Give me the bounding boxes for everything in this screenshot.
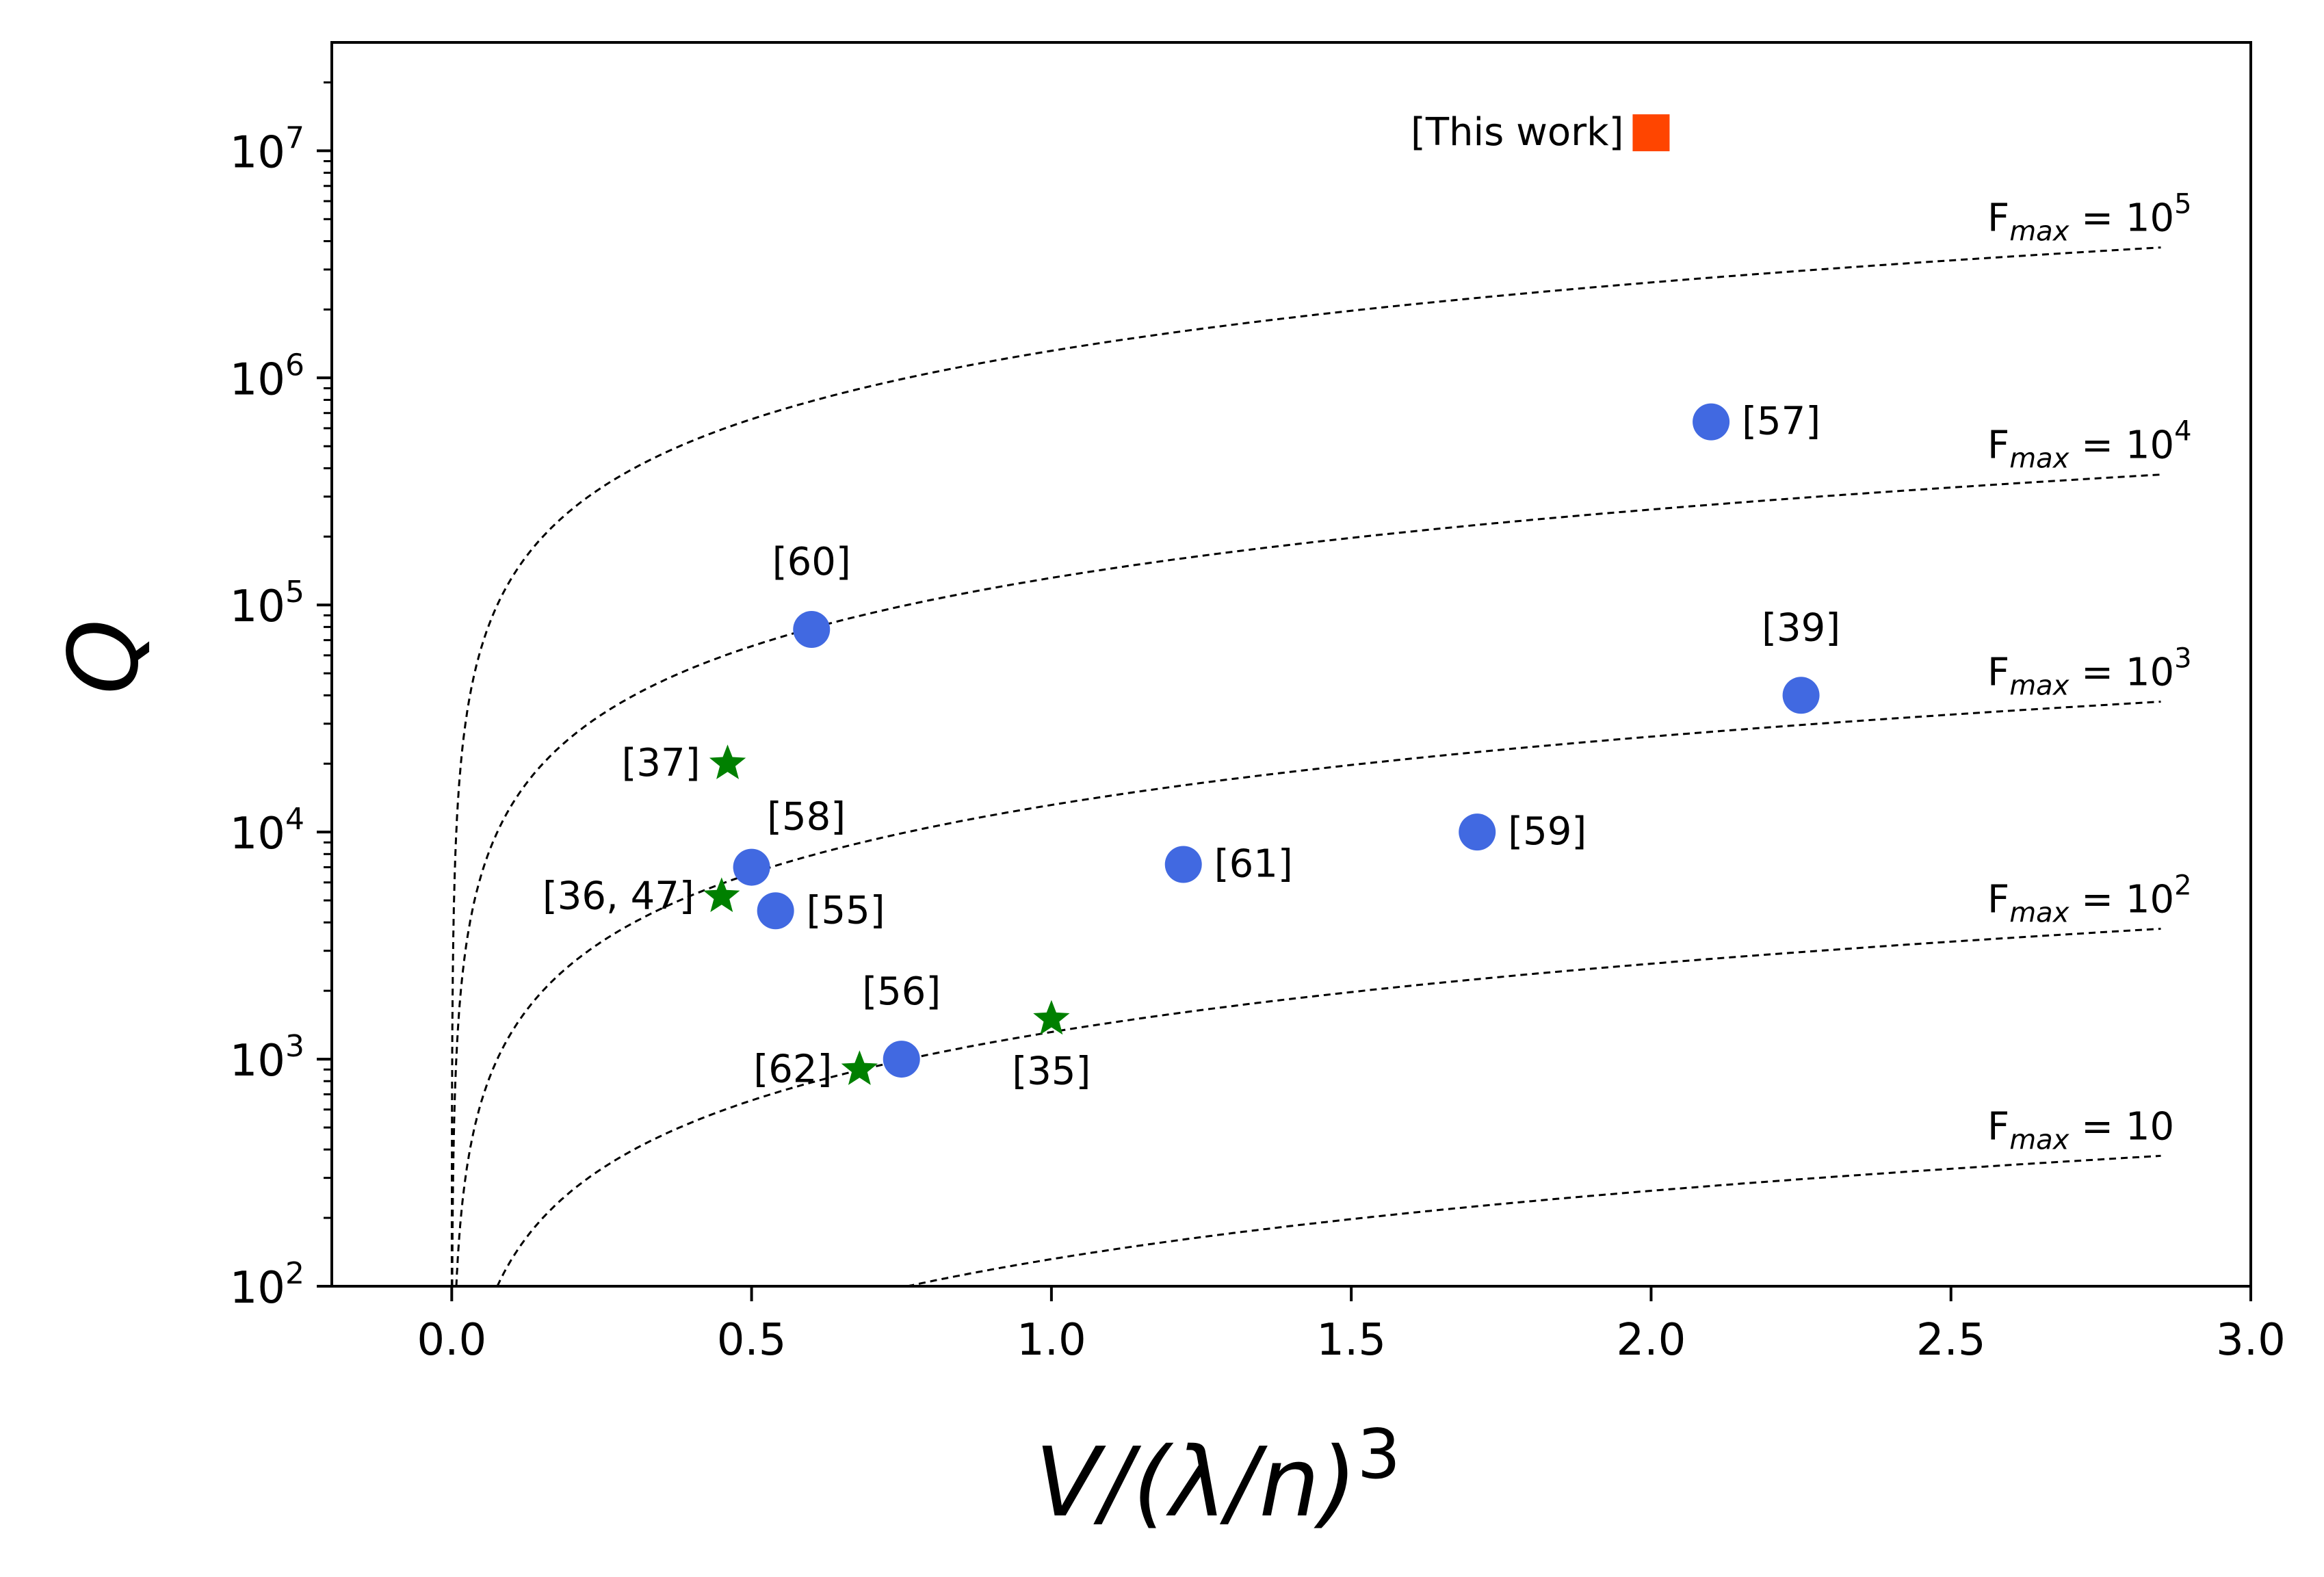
y-tick-base: 10 [230,127,285,178]
data-point-label: [61] [1214,842,1293,887]
data-point-circle [1164,846,1202,883]
y-tick-label: 107 [230,120,304,178]
data-point-label: [55] [807,888,885,933]
fmax-label-exponent: 3 [2174,643,2191,675]
data-point-label: [39] [1762,605,1840,650]
y-axis-label: Q [49,619,160,694]
y-tick-exponent: 3 [285,1029,304,1064]
data-point-star [1033,1000,1070,1035]
fmax-label-subscript: max [2009,216,2069,248]
fmax-label-rest: = 10 [2069,196,2174,241]
fmax-curve-label: Fmax = 10 [1987,1104,2174,1156]
y-tick-exponent: 2 [285,1256,304,1291]
data-point-label: [59] [1508,809,1587,854]
fmax-label-base: F [1987,423,2009,468]
fmax-label-exponent: 5 [2174,189,2191,220]
data-point-circle [1782,677,1820,714]
fmax-label-exponent: 2 [2174,870,2191,902]
x-tick-label: 0.5 [717,1315,787,1366]
fmax-label-subscript: max [2009,898,2069,929]
data-point-label: [58] [767,795,846,839]
y-tick-label: 104 [230,802,304,859]
fmax-curve [451,473,2161,1286]
y-tick-label: 106 [230,348,304,405]
x-axis-label-exponent: 3 [1357,1414,1401,1494]
fmax-label-base: F [1987,651,2009,695]
fmax-label-base: F [1987,1104,2009,1149]
fmax-label-rest: = 10 [2069,651,2174,695]
fmax-curve [455,701,2161,1287]
data-point-label: [This work] [1411,110,1623,155]
y-tick-label: 102 [230,1256,304,1314]
x-tick-label: 0.0 [417,1315,486,1366]
fmax-curve-label: Fmax = 102 [1987,870,2192,929]
data-point-circle [757,892,794,930]
fmax-curve-label: Fmax = 103 [1987,643,2192,702]
plot-frame [330,41,2252,1288]
data-point-label: [57] [1742,400,1820,444]
data-point-label: [36, 47] [543,874,694,918]
data-point-circle [883,1041,920,1078]
fmax-label-base: F [1987,196,2009,241]
y-tick-base: 10 [230,354,285,405]
x-tick-label: 3.0 [2216,1315,2286,1366]
fmax-curve-label: Fmax = 104 [1987,416,2192,475]
data-point-star [709,744,746,779]
fmax-label-exponent: 4 [2174,416,2191,447]
data-point-label: [37] [622,741,701,785]
y-tick-label: 103 [230,1029,304,1086]
fmax-label-base: F [1987,878,2009,922]
data-point-label: [56] [862,969,941,1014]
data-point-circle [1459,813,1496,851]
data-point-label: [62] [753,1047,832,1091]
y-tick-base: 10 [230,809,285,859]
data-point-star [703,877,740,913]
fmax-label-subscript: max [2009,1124,2069,1156]
y-tick-exponent: 7 [285,120,304,155]
data-point-star [841,1050,878,1085]
y-tick-exponent: 6 [285,348,304,382]
fmax-curve [907,1154,2161,1288]
y-tick-base: 10 [230,582,285,632]
fmax-curve [496,928,2161,1287]
x-axis-label-text: V/(λ/n) [1035,1427,1357,1539]
data-point-circle [793,611,831,649]
y-tick-base: 10 [230,1263,285,1314]
fmax-label-rest: = 10 [2069,1104,2174,1149]
data-point-square [1632,114,1670,152]
fmax-curve-label: Fmax = 105 [1987,189,2192,248]
fmax-label-rest: = 10 [2069,878,2174,922]
data-point-label: [60] [772,540,851,584]
y-tick-exponent: 5 [285,575,304,610]
data-point-circle [733,848,770,886]
data-point-label: [35] [1012,1050,1091,1094]
x-tick-label: 1.5 [1316,1315,1386,1366]
x-tick-label: 2.0 [1617,1315,1686,1366]
y-tick-exponent: 4 [285,802,304,837]
y-tick-label: 105 [230,575,304,632]
data-points: [60] [58] [55] [56] [61] [59] [57] [39] [37] [36,… [543,110,1840,1094]
fmax-label-subscript: max [2009,443,2069,475]
y-tick-base: 10 [230,1036,285,1086]
fmax-label-subscript: max [2009,670,2069,702]
x-tick-label: 1.0 [1017,1315,1086,1366]
x-axis-label: V/(λ/n)3 [1035,1414,1401,1539]
data-point-circle [1693,403,1730,441]
fmax-label-rest: = 10 [2069,423,2174,468]
fmax-curve [450,246,2161,1286]
x-tick-label: 2.5 [1916,1315,1986,1366]
